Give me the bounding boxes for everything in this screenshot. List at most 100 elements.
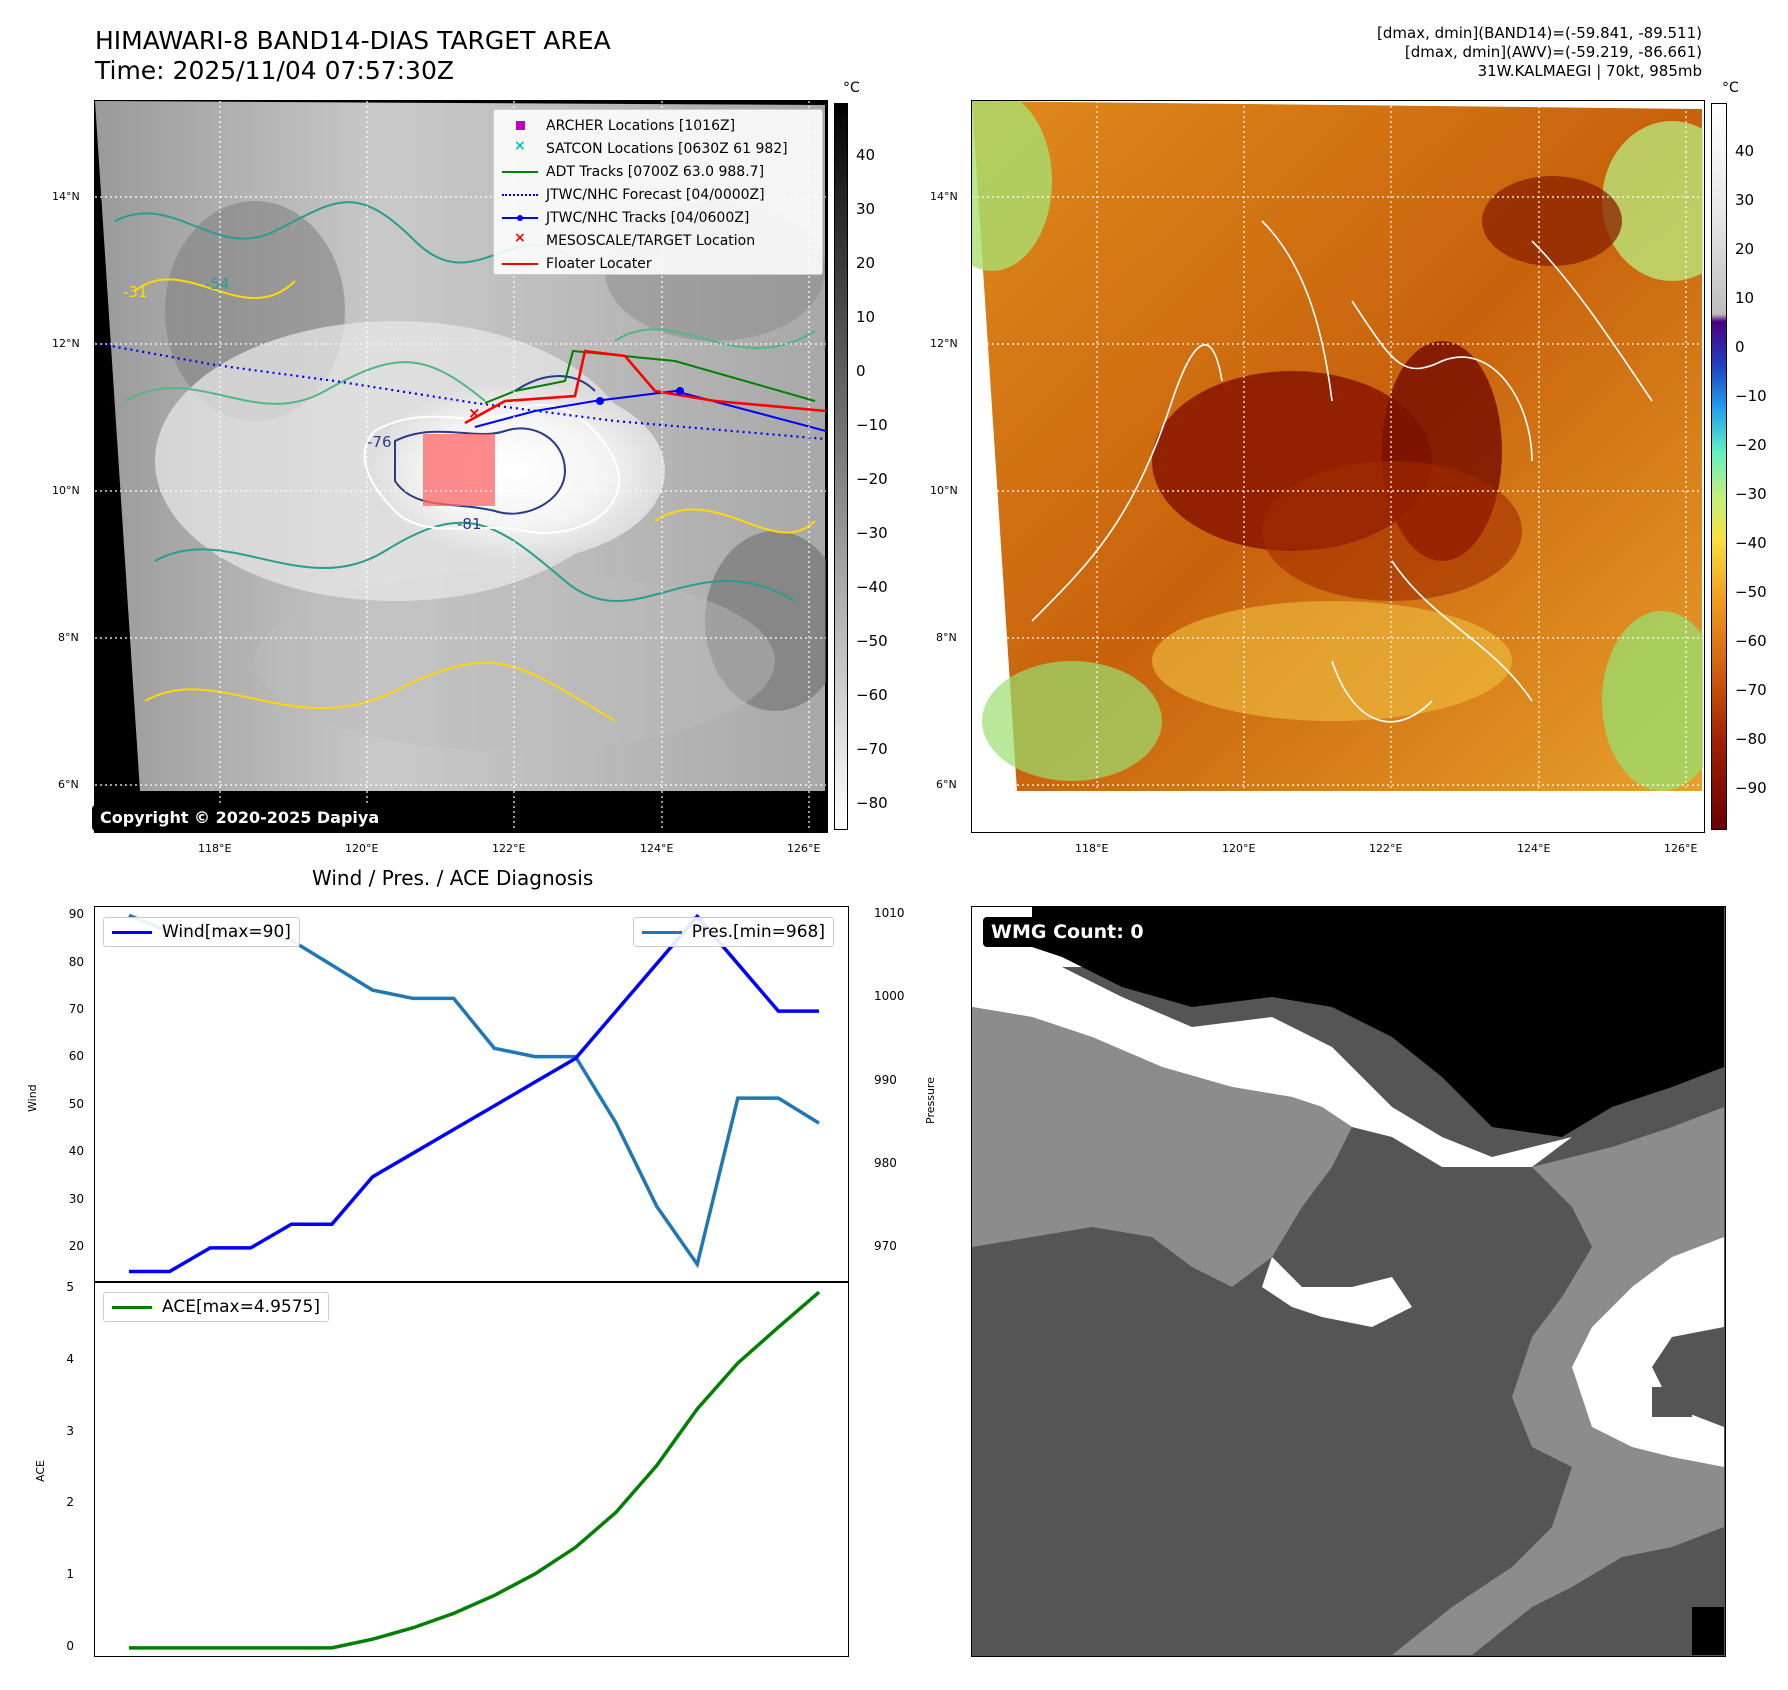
tick-label: −90 <box>1735 779 1767 797</box>
lon-label: 118°E <box>1075 842 1109 855</box>
colorbar-unit: °C <box>843 80 860 96</box>
ace-series-line <box>129 1290 821 1650</box>
colorbar-unit: °C <box>1722 80 1739 96</box>
y-tick-label: 1000 <box>874 989 905 1004</box>
lon-label: 120°E <box>345 842 379 855</box>
wmg-image <box>972 907 1724 1655</box>
tick-label: −30 <box>856 524 888 542</box>
line-dot-marker-icon <box>502 211 538 225</box>
tick-label: −80 <box>856 794 888 812</box>
lon-label: 126°E <box>1664 842 1698 855</box>
tick-label: −70 <box>1735 681 1767 699</box>
jtwc-forecast-track <box>95 341 827 441</box>
wind-pres-plot <box>128 913 820 1274</box>
lat-label: 14°N <box>52 190 80 203</box>
tick-label: −30 <box>1735 485 1767 503</box>
x-marker-icon: × <box>514 137 526 154</box>
x-marker-icon: × <box>514 229 526 246</box>
legend-item-jtwc-forecast: JTWC/NHC Forecast [04/0000Z] <box>502 183 814 206</box>
line-marker-icon <box>641 930 682 934</box>
copyright-badge: Copyright © 2020-2025 Dapiya <box>92 805 388 831</box>
contour-label: -76 <box>367 433 392 451</box>
legend-item-satcon: × SATCON Locations [0630Z 61 982] <box>502 137 814 160</box>
contour-label: -31 <box>123 283 148 301</box>
pressure-series-line <box>128 913 820 1269</box>
legend-item-jtwc-tracks: JTWC/NHC Tracks [04/0600Z] <box>502 206 814 229</box>
ace-legend: ACE[max=4.9575] <box>103 1292 329 1322</box>
diagnosis-title: Wind / Pres. / ACE Diagnosis <box>312 866 594 890</box>
legend-item-floater: Floater Locater <box>502 252 814 275</box>
lon-label: 124°E <box>640 842 674 855</box>
tick-label: 0 <box>1735 338 1745 356</box>
y-tick-label: 2 <box>66 1495 74 1510</box>
wind-legend: Wind[max=90] <box>103 917 300 947</box>
adt-track <box>484 349 816 404</box>
tick-label: −40 <box>1735 534 1767 552</box>
y-tick-label: 1 <box>66 1567 74 1582</box>
lat-label: 8°N <box>58 631 79 644</box>
y-tick-label: 90 <box>68 907 84 922</box>
figure-time: Time: 2025/11/04 07:57:30Z <box>95 56 454 85</box>
tick-label: 20 <box>856 254 876 272</box>
tick-label: 40 <box>856 146 876 164</box>
y-tick-label: 40 <box>68 1144 84 1159</box>
y-tick-label: 970 <box>874 1238 897 1253</box>
square-marker-icon <box>502 119 538 133</box>
ir-map-panel: × -31 -54 -76 -81 ARCHER Locations [1016… <box>94 100 828 833</box>
y-tick-label: 5 <box>66 1280 74 1295</box>
target-marker: × <box>468 404 481 422</box>
y-tick-label: 3 <box>66 1423 74 1438</box>
y-tick-label: 30 <box>68 1191 84 1206</box>
tick-label: −20 <box>1735 436 1767 454</box>
y-tick-label: 20 <box>68 1238 84 1253</box>
pressure-axis-label: Pressure <box>924 1077 937 1124</box>
tick-label: 40 <box>1735 142 1755 160</box>
awv-map-panel <box>971 100 1705 833</box>
pressure-legend: Pres.[min=968] <box>632 917 834 947</box>
floater-track <box>464 349 827 425</box>
tick-label: 10 <box>1735 289 1755 307</box>
wind-series-line <box>129 913 819 1274</box>
wind-pres-panel: Wind[max=90] Pres.[min=968] <box>94 906 849 1283</box>
wmg-panel <box>971 906 1726 1657</box>
legend-item-target: × MESOSCALE/TARGET Location <box>502 229 814 252</box>
tick-label: −50 <box>1735 583 1767 601</box>
tick-label: 10 <box>856 308 876 326</box>
info-storm: 31W.KALMAEGI | 70kt, 985mb <box>1477 62 1702 80</box>
tick-label: 30 <box>1735 191 1755 209</box>
lat-label: 10°N <box>930 484 958 497</box>
lat-label: 12°N <box>930 337 958 350</box>
y-tick-label: 50 <box>68 1096 84 1111</box>
y-tick-label: 980 <box>874 1155 897 1170</box>
wind-axis-label: Wind <box>26 1084 39 1112</box>
lat-label: 6°N <box>58 778 79 791</box>
ace-axis-label: ACE <box>34 1460 47 1482</box>
lon-label: 124°E <box>1517 842 1551 855</box>
tick-label: −10 <box>856 416 888 434</box>
y-tick-label: 80 <box>68 954 84 969</box>
line-marker-icon <box>502 165 538 179</box>
awv-map-svg <box>972 101 1704 831</box>
line-marker-icon <box>112 1305 152 1309</box>
info-band14-range: [dmax, dmin](BAND14)=(-59.841, -89.511) <box>1377 24 1702 42</box>
y-tick-label: 60 <box>68 1049 84 1064</box>
jtwc-track <box>474 389 827 432</box>
lat-label: 8°N <box>936 631 957 644</box>
colorbar-awv <box>1711 103 1727 830</box>
ace-plot <box>129 1290 821 1650</box>
lat-label: 12°N <box>52 337 80 350</box>
tick-label: 30 <box>856 200 876 218</box>
tick-label: 0 <box>856 362 866 380</box>
tick-label: −60 <box>856 686 888 704</box>
figure-title: HIMAWARI-8 BAND14-DIAS TARGET AREA <box>95 26 611 55</box>
tick-label: −10 <box>1735 387 1767 405</box>
lon-label: 126°E <box>787 842 821 855</box>
tick-label: −60 <box>1735 632 1767 650</box>
lon-label: 118°E <box>198 842 232 855</box>
dotted-line-icon <box>502 188 538 202</box>
wmg-count-badge: WMG Count: 0 <box>983 917 1152 947</box>
lat-label: 6°N <box>936 778 957 791</box>
legend-item-archer: ARCHER Locations [1016Z] <box>502 114 814 137</box>
line-marker-icon <box>502 257 538 271</box>
y-tick-label: 70 <box>68 1002 84 1017</box>
